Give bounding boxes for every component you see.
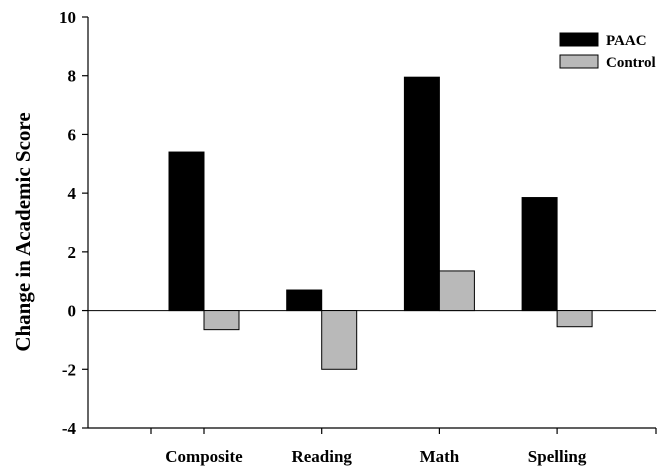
y-tick-label: 8 <box>68 67 77 86</box>
legend: PAAC Control <box>559 32 656 71</box>
y-tick-label: 2 <box>68 243 77 262</box>
chart-bars <box>168 76 593 370</box>
x-category-label: Reading <box>291 447 352 466</box>
y-tick-label: 0 <box>68 302 77 321</box>
x-category-label: Spelling <box>528 447 587 466</box>
legend-label-paac: PAAC <box>606 33 647 49</box>
bar-paac-math <box>403 76 440 312</box>
legend-swatch-control <box>559 54 599 69</box>
bar-control-math <box>438 270 475 312</box>
category-labels: Composite Reading Math Spelling <box>165 447 587 466</box>
y-tick-label: 6 <box>68 125 77 144</box>
legend-label-control: Control <box>606 55 656 71</box>
y-tick-label: -2 <box>62 360 76 379</box>
y-axis-title: Change in Academic Score <box>11 112 35 351</box>
bar-paac-reading <box>286 289 323 312</box>
chart-axes: -4 -2 0 2 4 6 8 10 <box>59 8 657 438</box>
legend-swatch-paac <box>559 32 599 47</box>
x-category-label: Math <box>420 447 460 466</box>
bar-control-spelling <box>556 310 593 328</box>
y-tick-label: 4 <box>68 184 77 203</box>
bar-control-reading <box>321 310 358 370</box>
bar-paac-composite <box>168 151 205 312</box>
bar-control-composite <box>203 310 240 331</box>
bar-paac-spelling <box>521 197 558 312</box>
y-tick-label: -4 <box>62 419 77 438</box>
x-category-label: Composite <box>165 447 243 466</box>
y-tick-label: 10 <box>59 8 76 27</box>
